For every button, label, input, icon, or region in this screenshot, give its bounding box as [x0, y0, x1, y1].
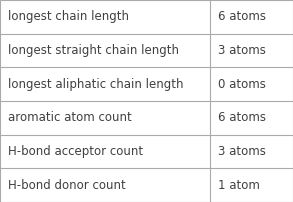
Text: 3 atoms: 3 atoms	[218, 145, 266, 158]
Text: 0 atoms: 0 atoms	[218, 78, 266, 91]
Text: longest aliphatic chain length: longest aliphatic chain length	[8, 78, 183, 91]
Text: longest straight chain length: longest straight chain length	[8, 44, 179, 57]
Text: aromatic atom count: aromatic atom count	[8, 111, 132, 124]
Text: longest chain length: longest chain length	[8, 10, 129, 23]
Text: 6 atoms: 6 atoms	[218, 10, 266, 23]
Text: 3 atoms: 3 atoms	[218, 44, 266, 57]
Text: 6 atoms: 6 atoms	[218, 111, 266, 124]
Text: H-bond donor count: H-bond donor count	[8, 179, 126, 192]
Text: 1 atom: 1 atom	[218, 179, 260, 192]
Text: H-bond acceptor count: H-bond acceptor count	[8, 145, 143, 158]
